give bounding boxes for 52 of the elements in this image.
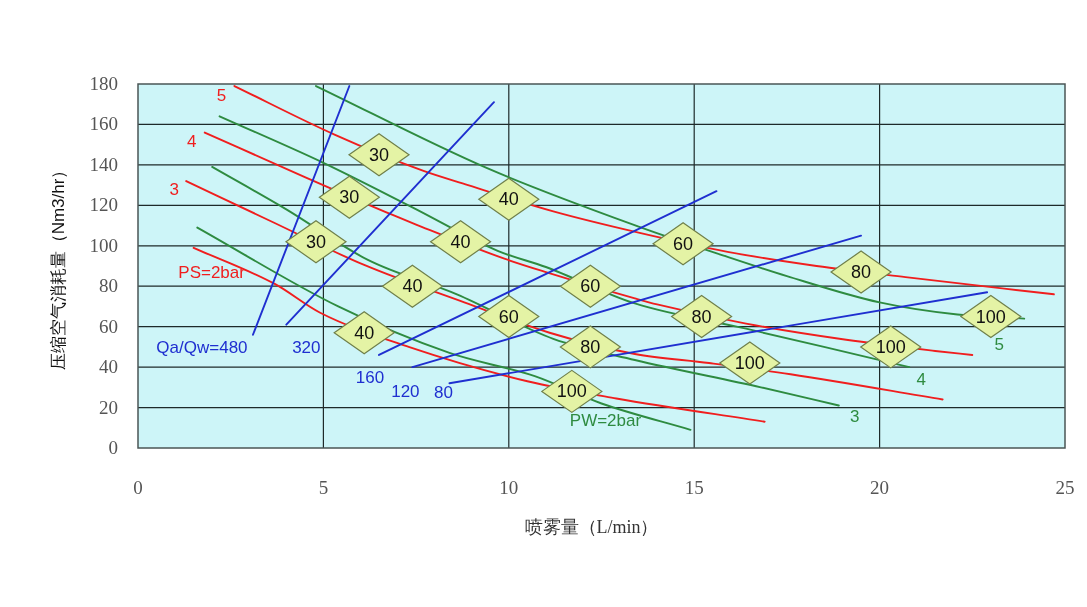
annotation: 40 xyxy=(498,189,519,210)
y-tick-label: 120 xyxy=(89,194,118,216)
annotation: 60 xyxy=(559,264,622,308)
annotation: 100 xyxy=(734,353,765,374)
x-tick-label: 5 xyxy=(318,477,329,498)
annotation: 80 xyxy=(670,294,733,339)
y-tick-label: 180 xyxy=(89,73,118,94)
annotation: 60 xyxy=(673,233,694,254)
annotation: 60 xyxy=(477,294,540,339)
annotation: 100 xyxy=(875,336,906,357)
annotation: 80 xyxy=(559,325,622,369)
annotation: 40 xyxy=(354,322,375,343)
x-axis-title: 喷雾量（L/min） xyxy=(524,517,659,537)
annotation: 80 xyxy=(830,250,893,294)
y-tick-label: 140 xyxy=(89,153,118,175)
x-tick-label: 10 xyxy=(499,477,519,498)
annotation: 60 xyxy=(498,306,519,327)
annotation: 100 xyxy=(975,306,1006,327)
annotation: 80 xyxy=(851,262,872,283)
y-tick-label: 0 xyxy=(108,437,118,458)
annotation: 100 xyxy=(859,325,922,369)
annotation: 100 xyxy=(556,381,587,402)
annotation: 40 xyxy=(381,264,444,308)
annotation: 60 xyxy=(652,222,715,266)
annotation: 30 xyxy=(339,187,360,208)
y-tick-label: 80 xyxy=(99,275,118,297)
x-tick-label: 20 xyxy=(870,477,890,498)
y-tick-label: 160 xyxy=(89,113,118,135)
x-tick-label: 25 xyxy=(1055,477,1075,498)
x-tick-label: 0 xyxy=(133,477,143,498)
y-tick-label: 40 xyxy=(99,356,118,378)
y-tick-label: 60 xyxy=(99,315,118,337)
annotation: 30 xyxy=(284,220,348,264)
annotation: 30 xyxy=(369,144,390,165)
annotation: 40 xyxy=(333,311,396,355)
annotation: 60 xyxy=(580,276,601,297)
y-tick-label: 100 xyxy=(89,234,118,256)
annotation: 80 xyxy=(580,336,601,357)
annotation: 100 xyxy=(959,294,1022,339)
annotation: 30 xyxy=(318,175,381,219)
annotation: 100 xyxy=(540,369,603,414)
annotation: 40 xyxy=(429,220,492,264)
annotation: 30 xyxy=(347,133,411,177)
annotation: 80 xyxy=(691,306,712,327)
annotation: 40 xyxy=(402,276,423,297)
annotation: 30 xyxy=(305,231,326,252)
annotation: 100 xyxy=(718,341,781,385)
annotation: 40 xyxy=(477,177,540,221)
y-axis-title: 压缩空气消耗量（Nm3/hr） xyxy=(49,161,68,371)
y-tick-label: 20 xyxy=(99,396,118,418)
annotation: 40 xyxy=(450,231,471,252)
x-tick-label: 15 xyxy=(684,477,704,498)
